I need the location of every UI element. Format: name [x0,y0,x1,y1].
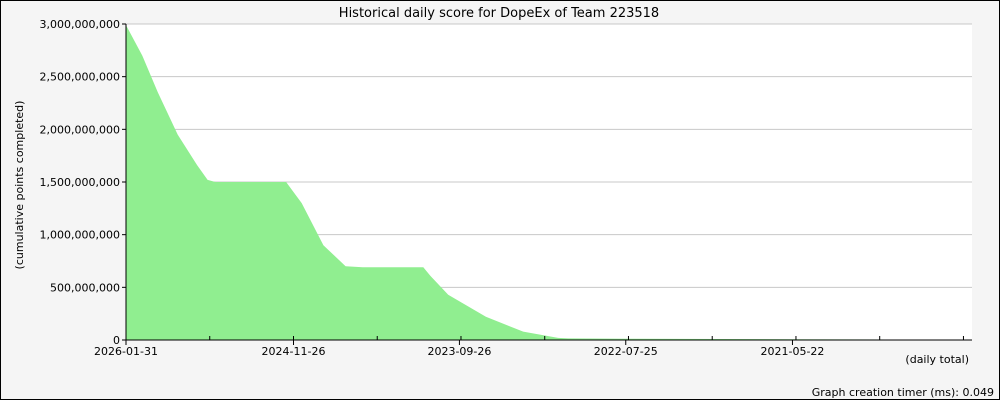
y-tick-label: 3,000,000,000 [40,18,120,31]
chart-title: Historical daily score for DopeEx of Tea… [339,6,659,21]
y-tick-label: 500,000,000 [50,281,120,294]
area-fill [126,25,931,340]
x-tick-label: 2026-01-31 [94,345,158,358]
x-tick-label: 2023-09-26 [427,345,491,358]
timer-text: Graph creation timer (ms): 0.049 [812,386,994,399]
x-tick-label: 2024-11-26 [262,345,326,358]
y-tick-label: 2,000,000,000 [40,123,120,136]
series-area [126,25,931,340]
x-ticks: 2026-01-31 2024-11-26 2023-09-26 2022-07-25… [94,336,964,358]
x-tick-label: 2022-07-25 [594,345,658,358]
x-axis-label: (daily total) [905,353,969,366]
y-tick-label: 2,500,000,000 [40,71,120,84]
y-ticks: 0 500,000,000 1,000,000,000 1,500,000,000 2,… [40,18,126,347]
y-tick-label: 0 [113,334,120,347]
y-tick-label: 1,000,000,000 [40,229,120,242]
x-tick-label: 2021-05-22 [760,345,824,358]
y-tick-label: 1,500,000,000 [40,176,120,189]
y-axis-label: (cumulative points completed) [13,101,26,270]
